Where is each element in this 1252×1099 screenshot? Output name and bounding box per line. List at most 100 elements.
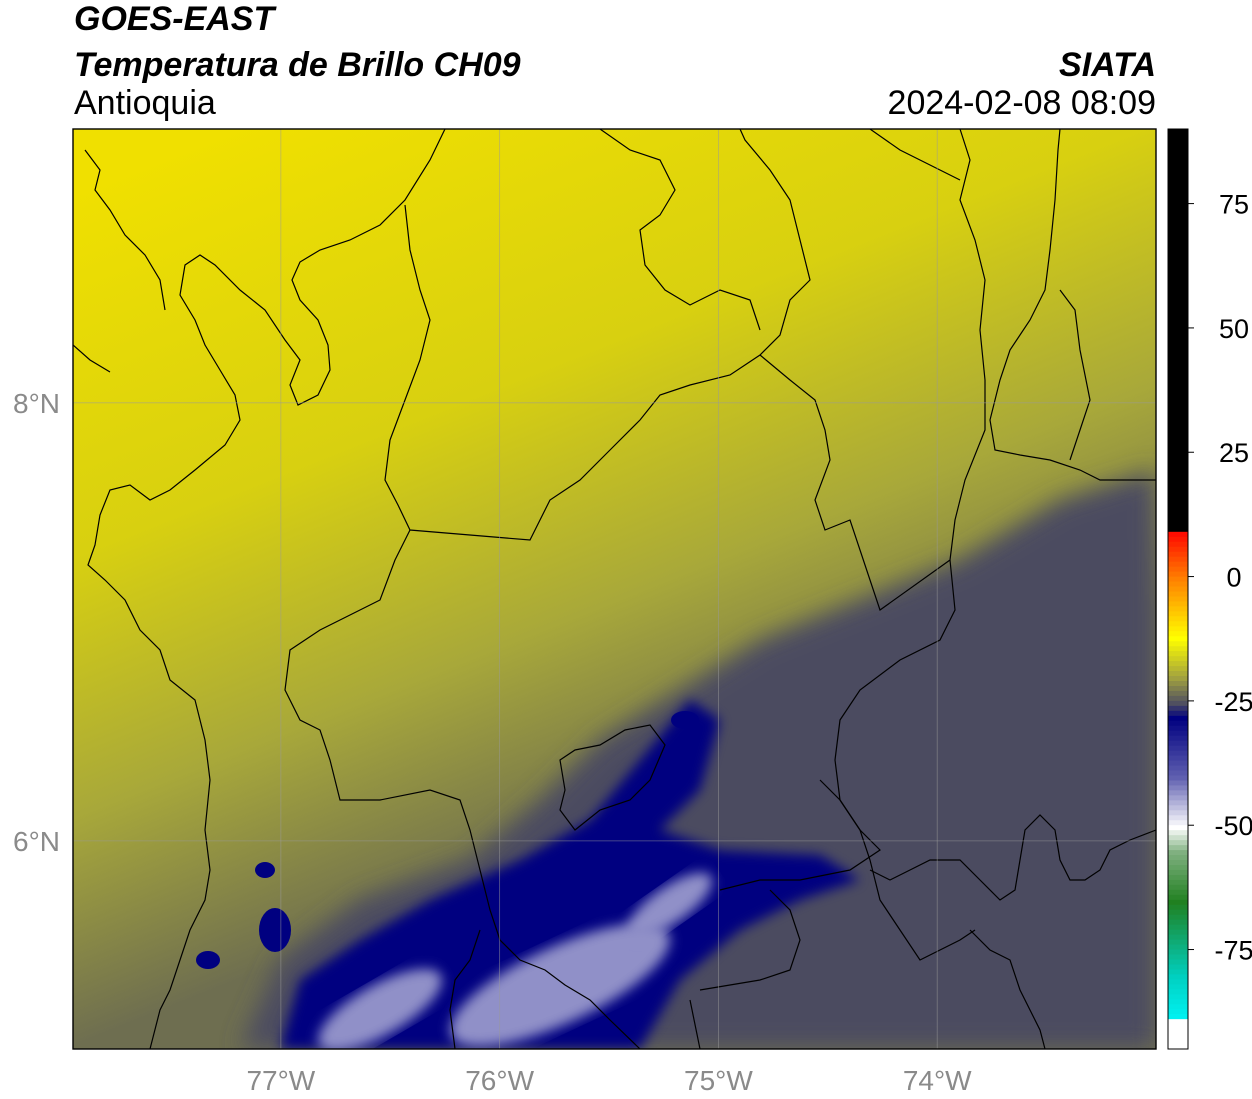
colorbar-segment <box>1168 1019 1188 1025</box>
colorbar-segment <box>1168 740 1188 747</box>
colorbar-tick-label: 0 <box>1226 563 1241 593</box>
colorbar-segment <box>1168 656 1188 662</box>
colorbar-segment <box>1168 288 1188 294</box>
colorbar-segment <box>1168 606 1188 612</box>
map-frame <box>72 128 1157 1050</box>
colorbar-segment <box>1168 521 1188 528</box>
department-border <box>689 889 801 1049</box>
colorbar-segment <box>1168 989 1188 995</box>
field-cold-core-1 <box>450 923 670 1047</box>
colorbar-segment <box>1168 1029 1188 1035</box>
colorbar-segment <box>1168 268 1188 274</box>
colorbar-segment <box>1168 422 1188 428</box>
field-navy-core <box>280 700 860 1049</box>
colorbar-segment <box>1168 835 1188 841</box>
colorbar-segment <box>1168 601 1188 607</box>
colorbar-segment <box>1168 865 1188 871</box>
colorbar-tick-labels: 75 50 25 0 -25 -50 -75 <box>1188 190 1252 966</box>
colorbar-segment <box>1168 760 1188 767</box>
region-label: Antioquia <box>74 84 216 122</box>
colorbar-tick-label: -25 <box>1214 687 1252 717</box>
colorbar-segment <box>1168 646 1188 652</box>
colorbar-segment <box>1168 626 1188 632</box>
colorbar-segment <box>1168 332 1188 339</box>
colorbar-segment <box>1168 492 1188 498</box>
colorbar-segment <box>1168 765 1188 772</box>
colorbar-segment <box>1168 681 1188 687</box>
colorbar-segment <box>1168 586 1188 592</box>
colorbar-segment <box>1168 442 1188 448</box>
colorbar-segment <box>1168 576 1188 583</box>
colorbar-segment <box>1168 497 1188 503</box>
colorbar-segment <box>1168 248 1188 254</box>
department-border <box>559 724 666 831</box>
organization-label: SIATA <box>1059 46 1156 84</box>
colorbar-segment <box>1168 133 1188 140</box>
colorbar-segment <box>1168 367 1188 374</box>
colorbar-segment <box>1168 715 1188 722</box>
colorbar-segment <box>1168 238 1188 244</box>
colorbar-segment <box>1168 213 1188 220</box>
colorbar-segment <box>1168 407 1188 413</box>
timestamp-label: 2024-02-08 08:09 <box>887 84 1156 122</box>
admin-boundaries <box>73 129 1156 1049</box>
colorbar-segment <box>1168 566 1188 573</box>
department-border <box>384 129 811 541</box>
colorbar-segment <box>1168 984 1188 990</box>
colorbar-segment <box>1168 313 1188 319</box>
temperature-field <box>73 129 1156 1049</box>
latitude-tick-labels: 8°N 6°N <box>13 388 60 857</box>
colorbar-segment <box>1168 417 1188 423</box>
colorbar-segment <box>1168 710 1188 717</box>
colorbar-segment <box>1168 322 1188 329</box>
colorbar-segment <box>1168 964 1188 970</box>
colorbar-segment <box>1168 830 1188 836</box>
colorbar-tick-label: -75 <box>1214 936 1252 966</box>
colorbar-segment <box>1168 869 1188 876</box>
lon-tick-label: 75°W <box>684 1065 753 1096</box>
department-border <box>599 129 761 331</box>
colorbar-segment <box>1168 909 1188 916</box>
department-border <box>1059 289 1091 461</box>
colorbar-segment <box>1168 785 1188 791</box>
colorbar-segment <box>1168 850 1188 856</box>
colorbar-segment <box>1168 223 1188 229</box>
department-border <box>989 129 1156 481</box>
colorbar-segment <box>1168 372 1188 379</box>
colorbar-segment <box>1168 666 1188 672</box>
colorbar-segment <box>1168 775 1188 781</box>
colorbar-segment <box>1168 820 1188 826</box>
department-border <box>869 129 961 181</box>
department-border <box>284 529 641 1049</box>
colorbar-segment <box>1168 482 1188 488</box>
colorbar-segment <box>1168 228 1188 234</box>
colorbar-segment <box>1168 362 1188 369</box>
colorbar-segment <box>1168 382 1188 389</box>
colorbar-tick-label: 25 <box>1219 438 1249 468</box>
colorbar-segment <box>1168 387 1188 394</box>
colorbar-segment <box>1168 178 1188 185</box>
coastline-west <box>73 149 166 373</box>
field-cold-cell <box>255 862 275 878</box>
colorbar-segment <box>1168 506 1188 513</box>
field-cold-cell <box>196 951 220 969</box>
department-border <box>969 929 1046 1049</box>
colorbar-segment <box>1168 487 1188 493</box>
colorbar-segment <box>1168 581 1188 588</box>
colorbar-segment <box>1168 695 1188 702</box>
colorbar-segment <box>1168 929 1188 936</box>
colorbar-segment <box>1168 183 1188 190</box>
colorbar-segment <box>1168 412 1188 418</box>
colorbar-segment <box>1168 914 1188 921</box>
colorbar-segment <box>1168 278 1188 284</box>
colorbar-segment <box>1168 397 1188 404</box>
colorbar-segment <box>1168 855 1188 861</box>
colorbar-segment <box>1168 641 1188 647</box>
colorbar-tick-label: 50 <box>1219 314 1249 344</box>
colorbar-segment <box>1168 452 1188 458</box>
lon-tick-label: 76°W <box>465 1065 534 1096</box>
colorbar-segment <box>1168 874 1188 881</box>
colorbar-segment <box>1168 730 1188 737</box>
colorbar-segment <box>1168 979 1188 985</box>
